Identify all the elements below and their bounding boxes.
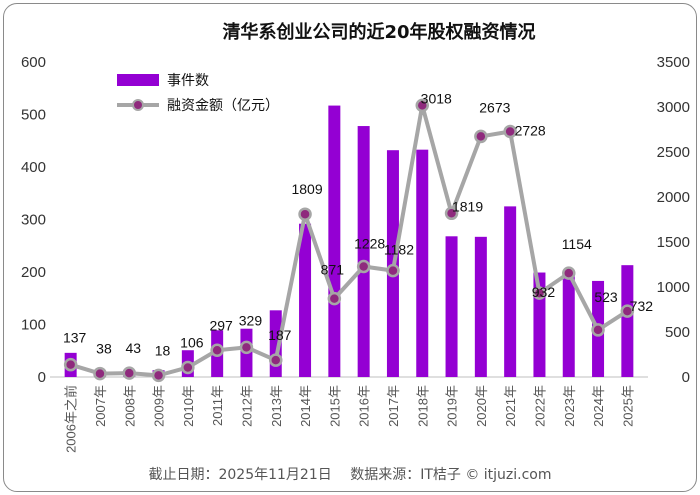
bar-2016年 [357, 126, 370, 377]
line-point-2023年 [562, 266, 576, 280]
line-data-label: 2728 [515, 122, 546, 138]
line-point-2014年 [298, 207, 312, 221]
x-tick-label: 2019年 [445, 385, 460, 427]
y-left-tick-label: 300 [21, 212, 46, 229]
line-data-label: 137 [63, 330, 87, 346]
x-tick-label: 2023年 [562, 385, 577, 427]
line-point-2017年 [386, 263, 400, 278]
x-tick-label: 2017年 [386, 385, 401, 427]
y-left-tick-label: 200 [21, 264, 46, 281]
x-tick-label: 2016年 [357, 385, 372, 427]
bar-2020年 [474, 236, 487, 377]
y-right-tick-label: 2500 [657, 144, 690, 161]
y-right-tick-label: 1500 [657, 234, 690, 251]
line-point-2022年 [532, 286, 547, 300]
line-data-label: 1809 [291, 181, 322, 197]
line-point-2006年之前 [63, 357, 78, 372]
line-data-label: 106 [180, 334, 204, 350]
line-data-label: 18 [155, 342, 171, 358]
x-tick-label: 2014年 [298, 385, 313, 427]
legend-label-events: 事件数 [167, 73, 209, 89]
footer-note: 截止日期：2025年11月21日 数据来源：IT桔子 © itjuzi.com [148, 467, 551, 483]
x-tick-label: 2011年 [210, 385, 225, 426]
x-tick-label: 2020年 [474, 385, 489, 427]
line-data-label: 932 [532, 284, 556, 300]
x-tick-label: 2015年 [327, 385, 342, 427]
x-tick-label: 2006年之前 [64, 385, 79, 453]
line-data-label: 329 [239, 312, 263, 328]
chart-title: 清华系创业公司的近20年股权融资情况 [222, 21, 535, 43]
line-data-label: 523 [594, 289, 618, 305]
line-data-label: 187 [268, 327, 292, 343]
bar-2023年 [562, 272, 575, 377]
y-right-tick-label: 3000 [657, 99, 690, 116]
legend-label-amount: 融资金额（亿元） [167, 98, 279, 114]
legend-swatch-events [117, 74, 159, 86]
line-data-label: 1154 [562, 236, 592, 252]
line-data-label: 871 [321, 262, 345, 278]
line-point-2016年 [356, 259, 371, 274]
x-tick-label: 2024年 [591, 385, 606, 427]
x-tick-label: 2007年 [93, 385, 108, 427]
line-point-2009年 [151, 368, 166, 383]
line-point-2007年 [93, 366, 107, 381]
line-point-2013年 [269, 353, 283, 367]
x-tick-label: 2025年 [620, 385, 635, 427]
y-right-tick-label: 500 [665, 324, 690, 341]
line-data-label: 1182 [384, 242, 414, 258]
bar-2021年 [504, 206, 517, 377]
y-right-tick-label: 3500 [657, 54, 690, 71]
line-point-2011年 [210, 343, 224, 358]
legend-swatch-amount-marker [132, 99, 144, 111]
bar-series [64, 105, 634, 377]
x-tick-label: 2009年 [152, 385, 167, 427]
y-left-tick-label: 0 [38, 369, 46, 386]
y-right-tick-label: 2000 [657, 189, 690, 206]
x-tick-label: 2008年 [122, 385, 137, 427]
x-tick-label: 2022年 [532, 385, 547, 427]
line-point-2018年 [415, 98, 429, 113]
line-data-label: 1819 [452, 198, 483, 214]
x-tick-label: 2021年 [503, 385, 518, 427]
line-series [63, 98, 635, 383]
line-point-2012年 [239, 340, 254, 355]
y-left-tick-label: 500 [21, 107, 46, 124]
chart: 清华系创业公司的近20年股权融资情况 0 100 200 300 400 500 600 0 5… [21, 21, 690, 483]
y-left-tick-label: 100 [21, 317, 46, 334]
line-point-2015年 [327, 291, 342, 306]
bar-2018年 [416, 149, 429, 377]
line-data-label: 297 [209, 317, 233, 333]
y-right-tick-label: 1000 [657, 279, 690, 296]
bar-2025年 [621, 265, 634, 377]
line-data-label: 43 [125, 340, 141, 356]
line-data-label: 1228 [354, 235, 385, 251]
x-tick-label: 2013年 [269, 385, 284, 427]
line-point-2025年 [620, 304, 635, 318]
y-left-tick-label: 600 [21, 54, 46, 71]
y-right-tick-label: 0 [682, 369, 690, 386]
line-data-label: 2673 [479, 99, 510, 115]
line-point-2010年 [181, 360, 195, 375]
chart-card: 清华系创业公司的近20年股权融资情况 0 100 200 300 400 500 600 0 5… [3, 3, 697, 492]
line-point-2021年 [503, 124, 517, 139]
line-data-label: 38 [96, 341, 112, 357]
bar-2015年 [328, 105, 341, 377]
line-point-2008年 [122, 366, 136, 380]
x-tick-label: 2010年 [181, 385, 196, 427]
line-data-label: 3018 [421, 90, 452, 106]
line-point-2020年 [474, 129, 488, 144]
bar-2019年 [445, 236, 458, 377]
line-point-2024年 [591, 323, 605, 337]
y-left-tick-label: 400 [21, 159, 46, 176]
line-data-label: 732 [630, 298, 654, 314]
line-point-2019年 [444, 206, 459, 221]
axes: 0 100 200 300 400 500 600 0 500 1000 1500 2000 2500 3… [21, 54, 690, 453]
bar-2014年 [299, 223, 312, 377]
x-tick-label: 2012年 [239, 385, 254, 427]
x-tick-label: 2018年 [415, 385, 430, 427]
